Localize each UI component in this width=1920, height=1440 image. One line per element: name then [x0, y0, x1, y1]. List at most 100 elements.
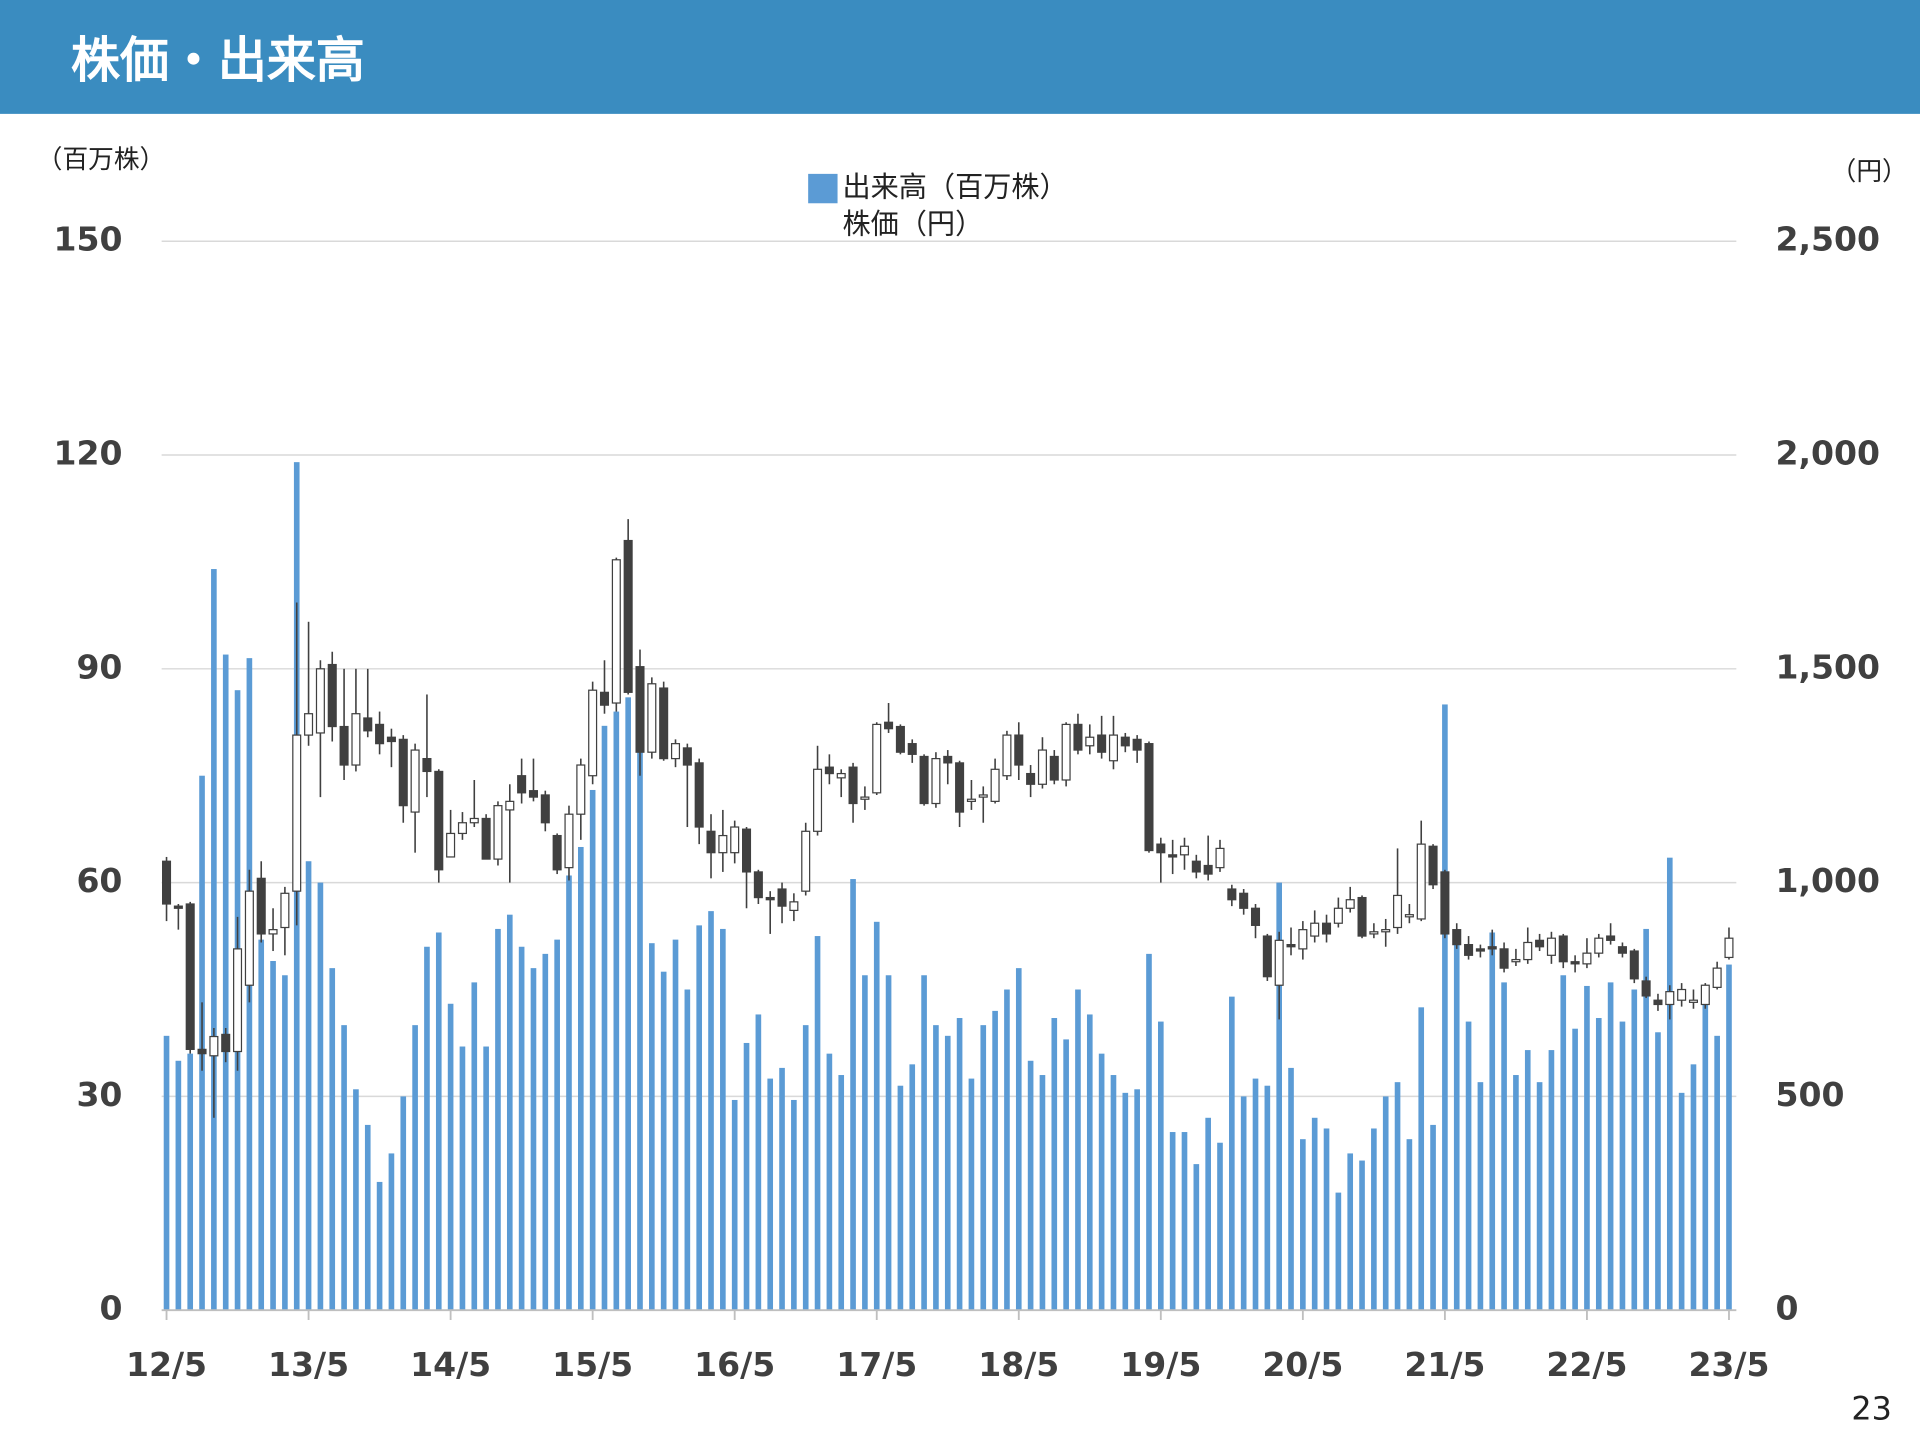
candle-body [1475, 948, 1485, 952]
candle-body [1677, 988, 1687, 1001]
volume-bar [1666, 857, 1673, 1311]
volume-bar [341, 1025, 347, 1311]
volume-bar [1655, 1032, 1661, 1311]
volume-bar [329, 968, 336, 1311]
candle-body [1452, 929, 1462, 946]
header-title: 株価・出来高 [71, 32, 365, 89]
x-tick-label: 21/5 [1404, 1345, 1485, 1384]
candle-body [1712, 967, 1722, 988]
volume-bar [1631, 989, 1638, 1311]
volume-bar [1300, 1139, 1306, 1311]
volume-bar [1229, 996, 1235, 1311]
candle-body [1132, 738, 1142, 751]
candle-body [1298, 929, 1308, 950]
candle-body [1606, 935, 1616, 941]
candle-body [1227, 888, 1237, 901]
candle-body [611, 559, 621, 704]
volume-bar [1039, 1075, 1046, 1311]
candle-body [410, 749, 420, 813]
volume-bar [211, 569, 217, 1311]
y2-tick-label: 2,500 [1776, 220, 1881, 259]
volume-bar [518, 946, 525, 1311]
candle-body [1629, 950, 1639, 980]
candle-body [777, 888, 787, 907]
candle-body [765, 896, 775, 901]
candle-body [457, 822, 467, 835]
volume-bar [755, 1014, 762, 1311]
volume-bar [838, 1075, 845, 1311]
candle-body [1037, 749, 1047, 785]
volume-bar [1418, 1007, 1425, 1311]
candle-body [931, 757, 941, 805]
volume-bar [743, 1042, 750, 1311]
candle-body [1665, 991, 1675, 1006]
candle-body [209, 1035, 219, 1057]
volume-bar [412, 1025, 418, 1311]
volume-bar [495, 928, 501, 1311]
volume-bar [471, 982, 478, 1311]
volume-bar [1536, 1082, 1543, 1311]
candle-body [1321, 922, 1332, 935]
candle-body [564, 813, 574, 869]
x-tick-label: 20/5 [1262, 1345, 1343, 1384]
volume-bar [1560, 975, 1567, 1311]
candle-body [623, 539, 633, 693]
candle-body [1594, 937, 1604, 954]
volume-bar [187, 1053, 194, 1311]
volume-bar [791, 1099, 797, 1311]
candle-body [1653, 999, 1663, 1006]
candle-body [1250, 907, 1261, 926]
volume-bar [1394, 1082, 1401, 1311]
volume-bar [1595, 1018, 1602, 1311]
candle-body [955, 762, 965, 813]
candle-body [197, 1048, 207, 1055]
candle-body [1156, 843, 1166, 854]
volume-bar [885, 975, 892, 1311]
volume-bar [1607, 982, 1614, 1311]
candle-body [1546, 937, 1556, 956]
candle-body [813, 768, 823, 832]
volume-bar [554, 939, 560, 1311]
candle-body [824, 766, 834, 775]
volume-bar [1619, 1021, 1626, 1311]
candle-body [398, 738, 408, 807]
y-tick-label: 150 [53, 220, 122, 259]
volume-bar [1086, 1014, 1093, 1311]
volume-bar [933, 1025, 939, 1311]
volume-bar [1134, 1089, 1140, 1311]
volume-bar [1453, 939, 1460, 1311]
y-tick-label: 120 [53, 434, 122, 473]
volume-bar [1584, 985, 1590, 1311]
candle-body [173, 905, 183, 909]
candle-body [635, 666, 645, 753]
candle-body [907, 743, 917, 755]
y2-tick-label: 0 [1776, 1289, 1799, 1328]
volume-bar [1015, 968, 1022, 1311]
candle-body [884, 721, 894, 730]
x-tick-label: 15/5 [552, 1345, 633, 1384]
candle-body [493, 805, 503, 860]
volume-bar [684, 989, 691, 1311]
volume-bar [542, 953, 549, 1311]
candle-body [1700, 984, 1710, 1006]
volume-bar [1371, 1128, 1377, 1311]
candle-body [233, 948, 243, 1053]
volume-bar [1501, 982, 1507, 1311]
candle-body [1582, 952, 1592, 965]
volume-bar [1548, 1050, 1555, 1311]
volume-bar [850, 879, 856, 1311]
volume-bar [447, 1003, 454, 1311]
candle-body [1535, 939, 1545, 948]
volume-bar [459, 1046, 466, 1311]
candle-body [966, 798, 976, 802]
volume-bar [1264, 1085, 1271, 1311]
candle-body [1499, 948, 1509, 969]
candle-body [268, 929, 278, 935]
candle-body [1641, 980, 1651, 997]
candle-body [528, 790, 539, 798]
candle-body [647, 683, 657, 753]
candle-body [304, 713, 314, 736]
x-tick-label: 12/5 [126, 1345, 207, 1384]
candle-body [1108, 734, 1119, 762]
candle-body [221, 1033, 231, 1053]
